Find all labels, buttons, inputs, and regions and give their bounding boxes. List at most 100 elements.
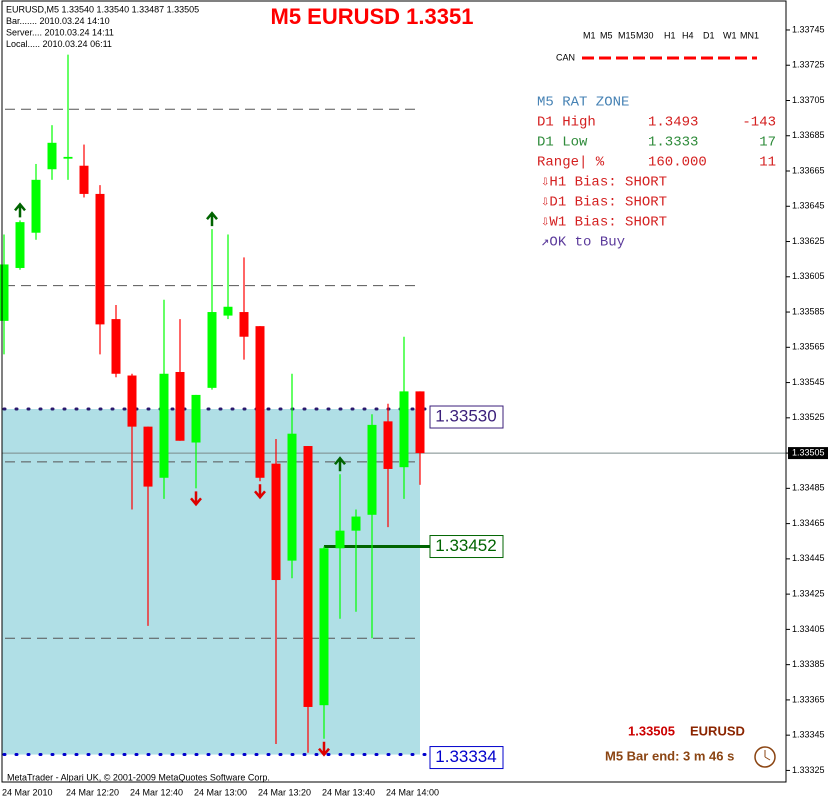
candle-body (0, 264, 9, 321)
y-tick-label: 1.33585 (792, 306, 825, 316)
timeframe: M30 (636, 30, 654, 40)
candle-body (207, 312, 217, 388)
y-tick-label: 1.33605 (792, 271, 825, 281)
candle-body (63, 156, 73, 159)
y-tick-label: 1.33645 (792, 201, 825, 211)
up-arrow (334, 456, 346, 472)
plot-layer (0, 54, 786, 757)
candle-body (367, 424, 377, 515)
zone-bottom-label-box (429, 746, 504, 770)
timeframe: D1 (703, 30, 715, 40)
timeframe: M5 (600, 30, 613, 40)
y-tick-label: 1.33545 (792, 377, 825, 387)
candle-body (15, 222, 25, 268)
y-tick-label: 1.33665 (792, 165, 825, 175)
footer-price: 1.33505 (628, 723, 675, 738)
down-arrow (190, 491, 202, 507)
candle-body (351, 516, 361, 531)
candle-body (191, 394, 201, 443)
x-tick-label: 24 Mar 13:00 (194, 787, 247, 797)
zone-bottom-label: 1.33334 (435, 747, 496, 766)
y-tick-label: 1.33325 (792, 765, 825, 775)
panel-cell: 11 (759, 155, 776, 171)
footer-symbol: EURUSD (690, 723, 745, 738)
candle-body (399, 391, 409, 468)
candle-body (111, 319, 121, 374)
panel-cell: D1 High (537, 115, 596, 131)
candle-body (143, 426, 153, 487)
bias-line: ↗OK to Buy (541, 235, 625, 251)
y-tick-label: 1.33485 (792, 483, 825, 493)
candle-body (127, 375, 137, 427)
candle-body (303, 446, 313, 707)
panel-cell: -143 (742, 115, 776, 131)
y-tick-label: 1.33505 (792, 447, 825, 457)
down-arrow (318, 741, 330, 757)
up-arrow (14, 202, 26, 218)
y-tick-label: 1.33745 (792, 24, 825, 34)
panel-cell: D1 Low (537, 135, 588, 151)
bias-line: ⇩H1 Bias: SHORT (541, 175, 667, 191)
zone-top-label: 1.33530 (435, 406, 496, 425)
candle-body (271, 463, 281, 581)
candle-body (223, 306, 233, 316)
current-price-box (788, 447, 828, 460)
candle-body (31, 179, 41, 233)
timeframe: M1 (583, 30, 596, 40)
timeframe: H1 (664, 30, 676, 40)
info-line: Bar....... 2010.03.24 14:10 (6, 16, 110, 26)
timeframe: M15 (618, 30, 636, 40)
candle-body (239, 312, 249, 337)
support-label-box (429, 535, 504, 559)
panel-cell: Range| % (537, 155, 605, 171)
can-label: CAN (556, 52, 575, 62)
timeframe: W1 (723, 30, 737, 40)
bias-line: ⇩W1 Bias: SHORT (541, 215, 667, 231)
support-label: 1.33452 (435, 536, 496, 555)
bias-line: ⇩D1 Bias: SHORT (541, 195, 667, 211)
panel-cell: 1.3333 (648, 135, 698, 151)
y-tick-label: 1.33365 (792, 694, 825, 704)
x-tick-label: 24 Mar 13:40 (322, 787, 375, 797)
y-tick-label: 1.33385 (792, 659, 825, 669)
candle-body (415, 391, 425, 454)
x-tick-label: 24 Mar 12:40 (130, 787, 183, 797)
panel-cell: 1.3493 (648, 115, 698, 131)
candle-body (319, 548, 329, 706)
x-tick-label: 24 Mar 14:00 (386, 787, 439, 797)
panel-cell: 160.000 (648, 155, 707, 171)
plot-frame (1, 0, 787, 783)
y-tick-label: 1.33465 (792, 518, 825, 528)
y-tick-label: 1.33405 (792, 624, 825, 634)
candle-body (175, 371, 185, 441)
y-tick-label: 1.33725 (792, 60, 825, 70)
timeframe: MN1 (740, 30, 759, 40)
candle-body (47, 142, 57, 170)
clock-hand (764, 756, 771, 761)
x-tick-label: 24 Mar 2010 (2, 787, 53, 797)
timeframe: H4 (682, 30, 694, 40)
y-tick-label: 1.33565 (792, 342, 825, 352)
y-tick-label: 1.33625 (792, 236, 825, 246)
y-tick-label: 1.33685 (792, 130, 825, 140)
candle-body (79, 165, 89, 194)
y-tick-label: 1.33445 (792, 553, 825, 563)
y-tick-label: 1.33345 (792, 730, 825, 740)
down-arrow (254, 484, 266, 500)
candle-body (159, 373, 169, 478)
candle-body (287, 433, 297, 561)
y-tick-label: 1.33525 (792, 412, 825, 422)
panel-title: M5 RAT ZONE (537, 95, 629, 111)
candle-body (383, 421, 393, 469)
clock-icon (754, 746, 776, 768)
copyright: MetaTrader - Alpari UK, © 2001-2009 Meta… (7, 772, 270, 782)
zone (2, 409, 420, 755)
info-line: Server.... 2010.03.24 14:11 (6, 27, 114, 37)
y-tick-label: 1.33705 (792, 95, 825, 105)
candle-body (335, 530, 345, 549)
panel-cell: 17 (759, 135, 776, 151)
zone-top-label-box (429, 405, 504, 429)
info-line: Local..... 2010.03.24 06:11 (6, 39, 112, 49)
up-arrow (206, 211, 218, 227)
